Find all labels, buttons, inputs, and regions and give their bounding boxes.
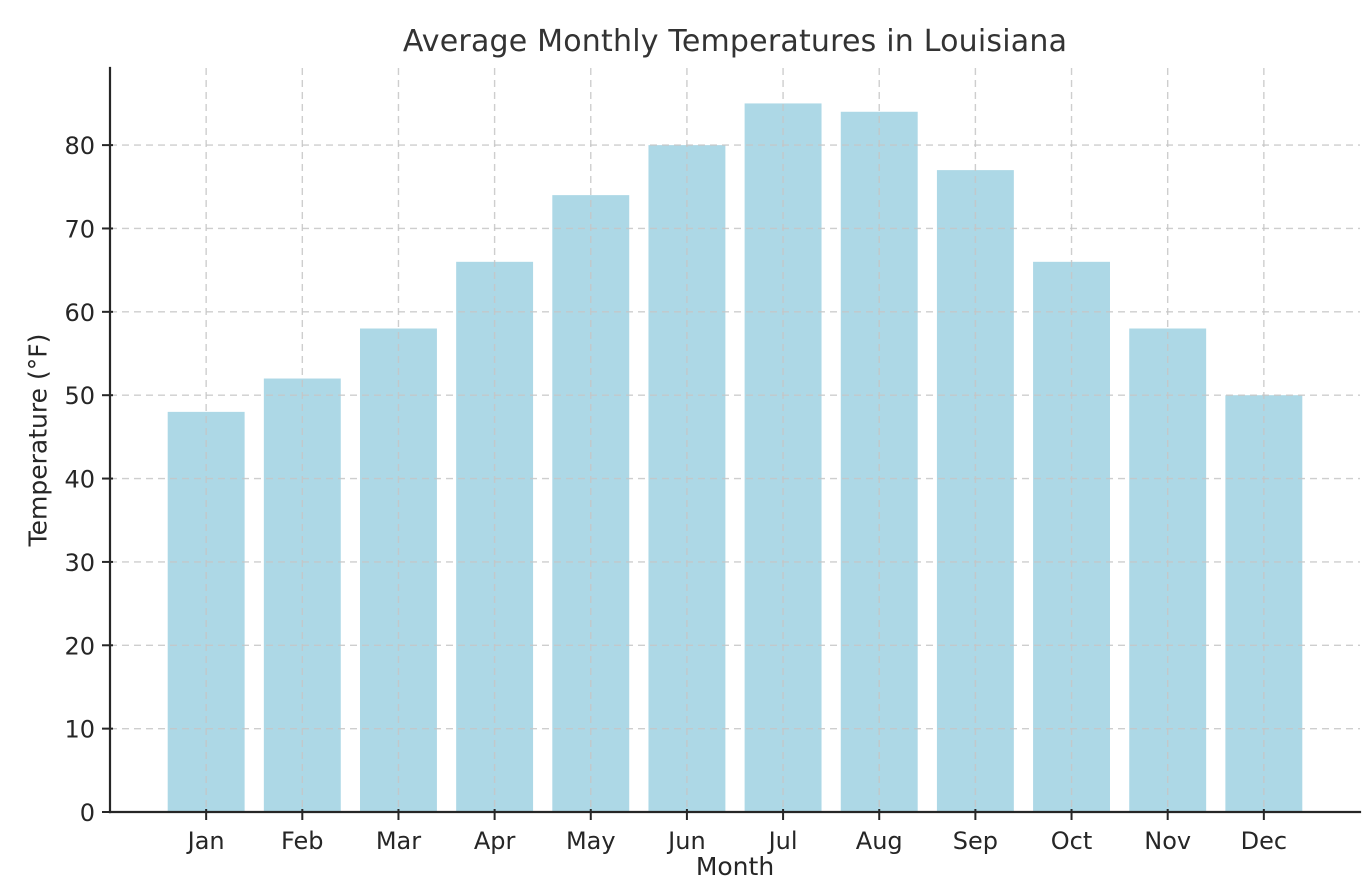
y-tick-label: 70 [64,215,95,243]
x-tick-label: Apr [474,827,516,855]
bar-nov [1129,328,1207,812]
y-tick-label: 50 [64,382,95,410]
x-tick-label: Aug [856,827,903,855]
y-tick-label: 10 [64,716,95,744]
y-tick-label: 60 [64,299,95,327]
y-tick-label: 40 [64,466,95,494]
y-tick-label: 20 [64,632,95,660]
x-tick-label: Dec [1241,827,1287,855]
x-tick-label: Jun [666,827,706,855]
y-tick-label: 0 [80,799,95,827]
x-tick-label: Sep [953,827,998,855]
y-tick-label: 30 [64,549,95,577]
x-tick-label: May [566,827,616,855]
x-tick-label: Jul [767,827,798,855]
bar-mar [360,328,437,812]
chart-title: Average Monthly Temperatures in Louisian… [402,24,1068,59]
x-tick-label: Oct [1051,827,1093,855]
x-tick-label: Nov [1144,827,1191,855]
x-tick-label: Mar [376,827,421,855]
y-tick-label: 80 [64,132,95,160]
bar-feb [263,378,341,812]
x-tick-label: Feb [281,827,324,855]
x-axis-label: Month [695,852,775,881]
x-tick-label: Jan [186,827,225,855]
